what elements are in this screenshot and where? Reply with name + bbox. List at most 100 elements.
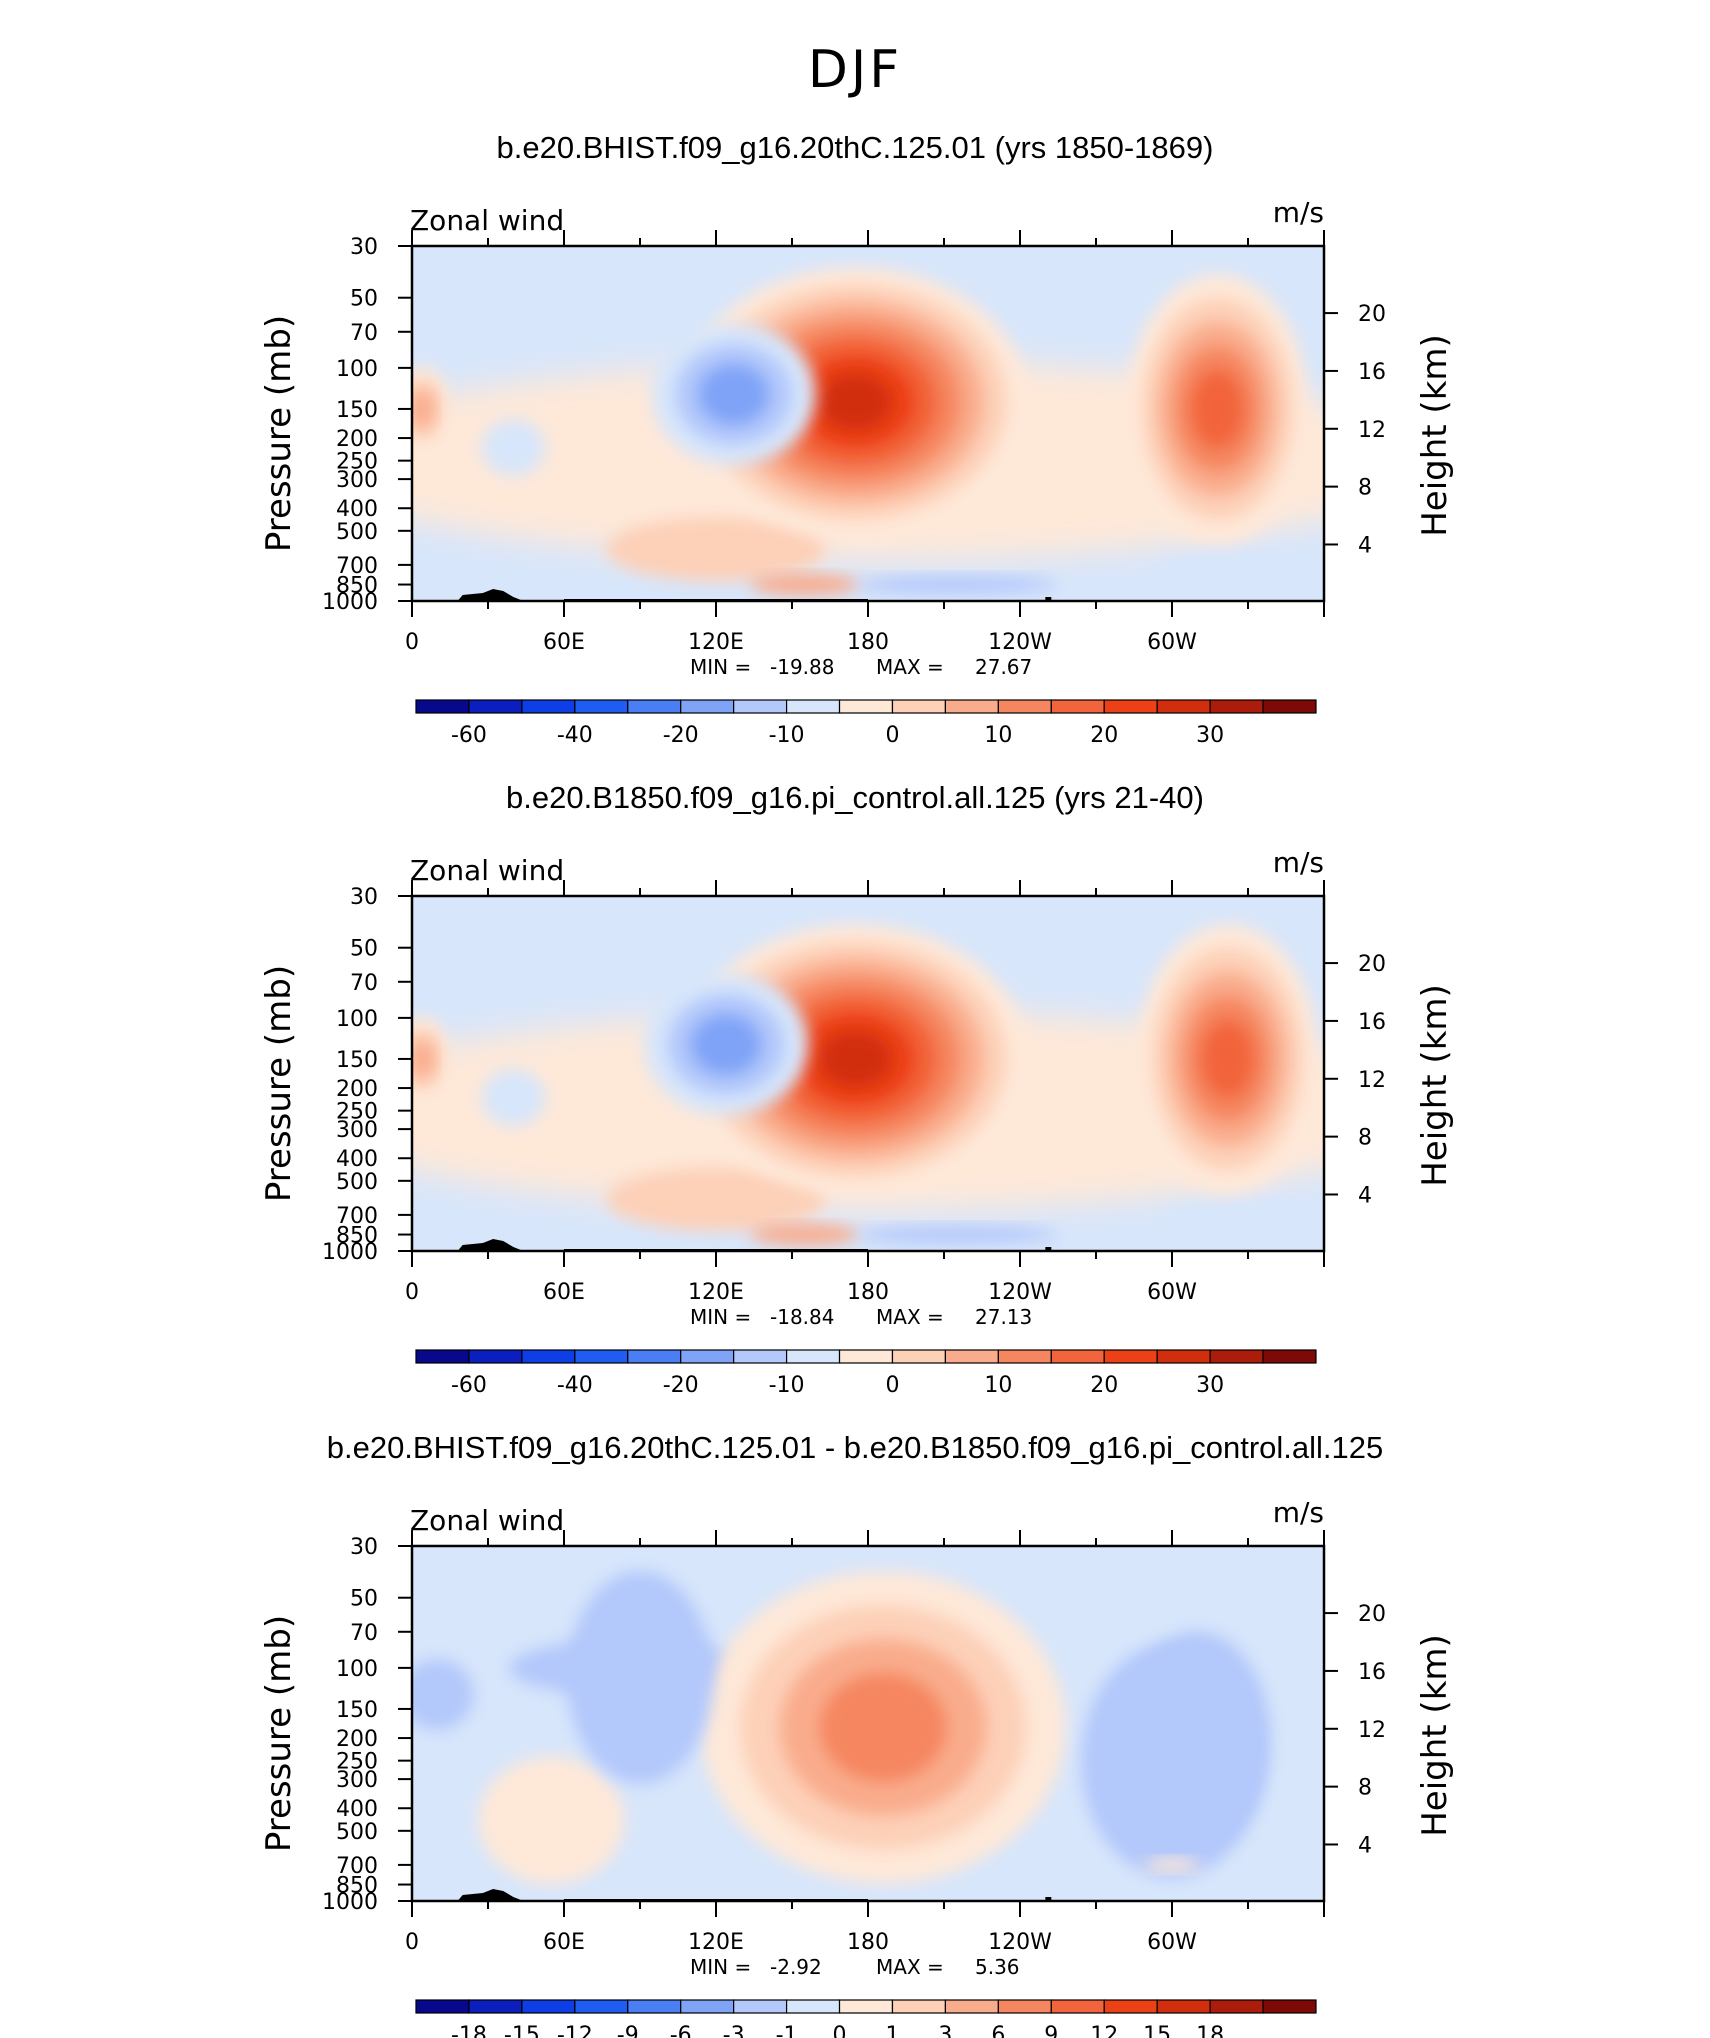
colorbar-swatch <box>415 1349 470 1364</box>
p-tick-label: 50 <box>350 287 378 312</box>
panel-2-field <box>412 896 1324 1251</box>
figure-suptitle: DJF <box>807 40 903 100</box>
colorbar-swatch <box>838 1349 894 1364</box>
colorbar-swatch <box>468 1349 523 1364</box>
contour-extremum <box>412 390 435 428</box>
colorbar-label: -20 <box>663 723 699 748</box>
p-tick-label: 200 <box>336 427 378 452</box>
colorbar-label: 0 <box>833 2023 847 2038</box>
x-tick-label: 60W <box>1147 1930 1197 1955</box>
colorbar-swatch <box>680 699 735 714</box>
panel-3-title: b.e20.BHIST.f09_g16.20thC.125.01 - b.e20… <box>326 1430 1384 1465</box>
p-tick-label: 30 <box>350 235 378 260</box>
contour-extremum <box>690 1014 762 1075</box>
colorbar-label: -9 <box>617 2023 639 2038</box>
colorbar-swatch <box>1209 1999 1264 2014</box>
topography <box>1045 1897 1052 1901</box>
colorbar-swatch <box>1262 699 1317 714</box>
colorbar-label: 18 <box>1196 2023 1224 2038</box>
contour-region <box>749 573 860 596</box>
colorbar-swatch <box>1209 699 1264 714</box>
p-tick-label: 250 <box>336 1100 378 1125</box>
h-tick-label: 8 <box>1358 1776 1372 1801</box>
p-tick-label: 850 <box>336 1874 378 1899</box>
colorbar-swatch <box>785 1349 841 1364</box>
colorbar-swatch <box>680 1349 735 1364</box>
contour-region <box>856 1225 1057 1244</box>
h-tick-label: 20 <box>1358 302 1386 327</box>
colorbar-label: -15 <box>504 2023 540 2038</box>
colorbar-label: 12 <box>1090 2023 1118 2038</box>
p-tick-label: 300 <box>336 1118 378 1143</box>
colorbar-swatch <box>733 1349 788 1364</box>
x-tick-label: 120E <box>688 630 744 655</box>
units-label: m/s <box>1273 196 1324 229</box>
colorbar-swatch <box>415 699 470 714</box>
colorbar-label: -60 <box>451 723 487 748</box>
x-tick-label: 0 <box>405 1280 419 1305</box>
contour-extremum <box>1201 1020 1254 1098</box>
contour-region <box>1156 550 1324 594</box>
p-tick-label: 250 <box>336 450 378 475</box>
colorbar-label: -3 <box>723 2023 745 2038</box>
units-label: m/s <box>1273 846 1324 879</box>
contour-region <box>478 1756 625 1885</box>
colorbar-label: 30 <box>1196 723 1224 748</box>
colorbar-label: -1 <box>776 2023 798 2038</box>
x-tick-label: 60E <box>543 1930 585 1955</box>
colorbar-swatch <box>891 699 947 714</box>
p-tick-label: 150 <box>336 1698 378 1723</box>
p-tick-label: 100 <box>336 1657 378 1682</box>
p-tick-label: 700 <box>336 554 378 579</box>
p-tick-label: 250 <box>336 1750 378 1775</box>
colorbar-swatch <box>785 1999 841 2014</box>
contour-region <box>1144 1857 1200 1872</box>
colorbar-swatch <box>785 699 841 714</box>
p-tick-label: 300 <box>336 1768 378 1793</box>
y2-axis-label: Height (km) <box>1415 984 1455 1187</box>
p-tick-label: 150 <box>336 398 378 423</box>
p-tick-label: 200 <box>336 1727 378 1752</box>
p-tick-label: 200 <box>336 1077 378 1102</box>
y2-axis-label: Height (km) <box>1415 1634 1455 1837</box>
colorbar-label: -12 <box>557 2023 593 2038</box>
colorbar-swatch <box>838 699 894 714</box>
colorbar-swatch <box>627 1999 682 2014</box>
contour-extremum <box>567 1571 713 1785</box>
variable-label: Zonal wind <box>410 854 564 887</box>
p-tick-label: 70 <box>350 1621 378 1646</box>
min-label: MIN = <box>690 655 751 679</box>
max-value: 5.36 <box>975 1955 1020 1979</box>
h-tick-label: 4 <box>1358 1833 1372 1858</box>
p-tick-label: 50 <box>350 937 378 962</box>
colorbar-swatch <box>944 1999 999 2014</box>
colorbar-swatch <box>838 1999 894 2014</box>
colorbar-swatch <box>680 1999 735 2014</box>
x-tick-label: 60E <box>543 1280 585 1305</box>
colorbar-label: -40 <box>557 723 593 748</box>
colorbar-swatch <box>1103 699 1158 714</box>
h-tick-label: 4 <box>1358 1183 1372 1208</box>
variable-label: Zonal wind <box>410 204 564 237</box>
p-tick-label: 500 <box>336 1820 378 1845</box>
colorbar-swatch <box>574 699 629 714</box>
p-tick-label: 70 <box>350 321 378 346</box>
colorbar-label: 10 <box>984 1373 1012 1398</box>
x-tick-label: 120E <box>688 1930 744 1955</box>
h-tick-label: 12 <box>1358 1718 1386 1743</box>
colorbar-swatch <box>1156 699 1211 714</box>
contour-extremum <box>1124 1631 1271 1845</box>
colorbar-label: 20 <box>1090 1373 1118 1398</box>
y-axis-label: Pressure (mb) <box>259 315 299 552</box>
h-tick-label: 16 <box>1358 1660 1386 1685</box>
max-label: MAX = <box>876 1955 944 1979</box>
contour-region <box>856 575 1057 594</box>
contour-extremum <box>412 1040 435 1078</box>
colorbar-swatch <box>1050 1999 1105 2014</box>
contour-region <box>1156 1200 1324 1244</box>
max-value: 27.13 <box>975 1305 1032 1329</box>
colorbar-swatch <box>1050 699 1105 714</box>
contour-region <box>606 517 826 582</box>
colorbar-label: -10 <box>769 1373 805 1398</box>
